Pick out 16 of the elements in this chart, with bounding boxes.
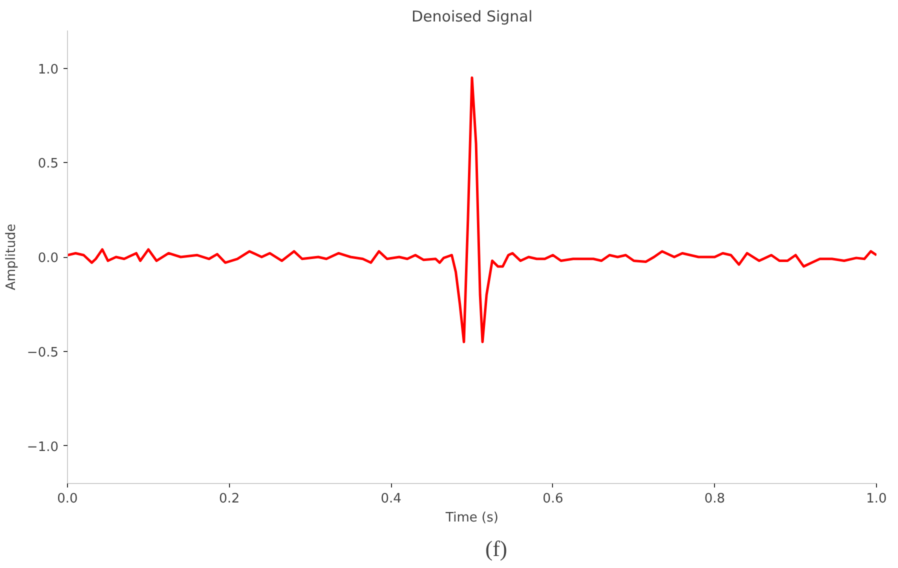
text: (f) xyxy=(485,536,508,561)
y-tick-label: −0.5 xyxy=(26,345,59,360)
y-axis-title: Amplitude xyxy=(4,224,19,290)
x-tick-label: 0.8 xyxy=(704,492,726,506)
y-tick-label: 0.0 xyxy=(38,251,59,266)
x-tick-label: 0.2 xyxy=(218,492,240,506)
line-series xyxy=(68,76,876,344)
x-tick-label: 0.0 xyxy=(57,492,78,506)
y-tick-label: 0.5 xyxy=(38,156,59,172)
x-tick-label: 0.6 xyxy=(542,492,564,506)
y-tick-label: 1.0 xyxy=(38,62,59,78)
x-axis-title: Time (s) xyxy=(444,510,498,526)
x-tick-label: 0.4 xyxy=(380,492,402,506)
y-tick-label: −1.0 xyxy=(26,440,59,455)
x-tick-label: 1.0 xyxy=(866,492,887,506)
chart-title: Denoised Signal xyxy=(411,8,533,26)
